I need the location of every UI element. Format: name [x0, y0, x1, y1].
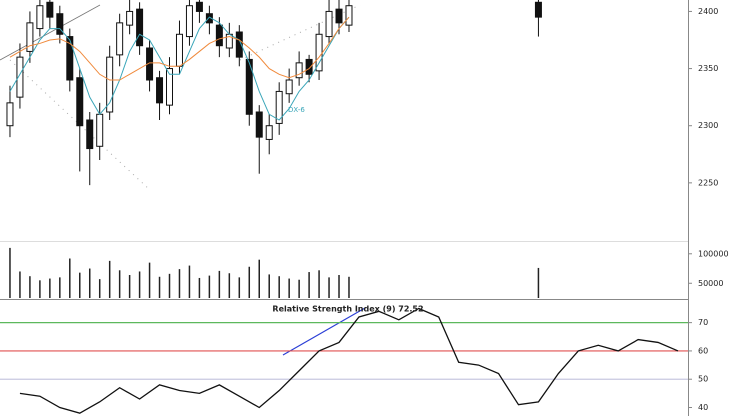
candle-body: [175, 33, 183, 67]
candle-body: [86, 119, 94, 150]
candle-body: [265, 125, 273, 140]
candle-body: [285, 79, 293, 95]
rsi-line: [19, 307, 679, 414]
volume-bar: [328, 277, 330, 298]
volume-bar: [318, 270, 320, 298]
y-tick-label: 2400: [698, 7, 718, 16]
volume-bar: [288, 278, 290, 298]
volume-bar: [248, 266, 251, 298]
candle-body: [255, 111, 263, 138]
panel: [6, 0, 542, 186]
candle-body: [235, 31, 243, 58]
volume-bar: [308, 272, 310, 298]
volume-bar: [88, 268, 91, 298]
volume-bar: [138, 271, 141, 298]
volume-bar: [19, 271, 21, 298]
panel: [0, 307, 688, 414]
candle-body: [534, 1, 542, 18]
candle-body: [76, 77, 84, 127]
candle-body: [136, 8, 144, 47]
candle-body: [245, 58, 253, 115]
y-tick-label: 100000: [698, 249, 729, 258]
candle-body: [205, 13, 213, 24]
volume-bar: [188, 265, 191, 298]
candle-body: [46, 1, 54, 18]
y-tick-label: 60: [698, 346, 708, 355]
candle-body: [126, 10, 134, 26]
volume-bar: [49, 278, 51, 298]
volume-bar: [79, 272, 81, 298]
volume-bar: [59, 277, 61, 298]
volume-bar: [298, 279, 300, 298]
candle-body: [96, 113, 104, 147]
y-tick-label: 2350: [698, 64, 718, 73]
candle-body: [36, 5, 44, 30]
candle-body: [116, 22, 124, 56]
volume-bar: [208, 275, 211, 298]
volume-bar: [338, 275, 340, 298]
volume-bar: [278, 276, 280, 298]
candle-body: [146, 47, 154, 81]
candle-body: [16, 56, 24, 98]
candle-body: [345, 5, 353, 26]
trend-line: [239, 4, 361, 61]
candle-body: [315, 33, 323, 72]
y-tick-label: 2250: [698, 178, 718, 187]
y-tick-label: 50000: [698, 279, 723, 288]
candle-body: [335, 8, 343, 24]
candle-body: [26, 22, 34, 52]
trend-line: [282, 307, 366, 356]
y-tick-label: 2300: [698, 121, 718, 130]
volume-bar: [218, 270, 221, 298]
candle-body: [275, 90, 283, 124]
y-tick-label: 70: [698, 318, 708, 327]
candle-body: [6, 102, 14, 127]
moving-average: [9, 16, 350, 121]
moving-average: [9, 16, 350, 81]
candle-body: [305, 58, 313, 75]
candle-body: [325, 10, 333, 38]
volume-bar: [148, 262, 151, 298]
candle-body: [215, 24, 223, 47]
volume-bar: [118, 270, 121, 298]
volume-bar: [69, 258, 71, 298]
y-tick-label: 40: [698, 403, 708, 412]
volume-bar: [9, 247, 11, 298]
candle-body: [56, 13, 64, 35]
y-tick-label: 50: [698, 375, 708, 384]
volume-bar: [98, 279, 101, 298]
volume-bar: [258, 259, 260, 298]
volume-bar: [158, 276, 161, 298]
volume-bar: [537, 267, 540, 298]
panel: [9, 247, 540, 298]
volume-bar: [228, 273, 231, 298]
panel-title: Relative Strength Index (9) 72.52: [272, 305, 423, 314]
candle-body: [295, 62, 303, 79]
annotation: DX-6: [288, 106, 305, 114]
volume-bar: [238, 277, 241, 298]
volume-bar: [268, 274, 270, 298]
volume-bar: [178, 269, 181, 298]
trend-line: [0, 4, 101, 61]
candle-body: [156, 77, 164, 104]
volume-bar: [348, 276, 350, 298]
volume-bar: [29, 276, 31, 298]
volume-bar: [39, 280, 41, 298]
volume-bar: [168, 273, 171, 298]
candle-body: [185, 5, 193, 38]
candle-body: [106, 56, 114, 113]
volume-bar: [198, 277, 201, 298]
volume-bar: [128, 275, 131, 298]
candle-body: [66, 36, 74, 81]
volume-bar: [108, 260, 111, 298]
candle-body: [166, 68, 174, 106]
candle-body: [195, 1, 203, 12]
